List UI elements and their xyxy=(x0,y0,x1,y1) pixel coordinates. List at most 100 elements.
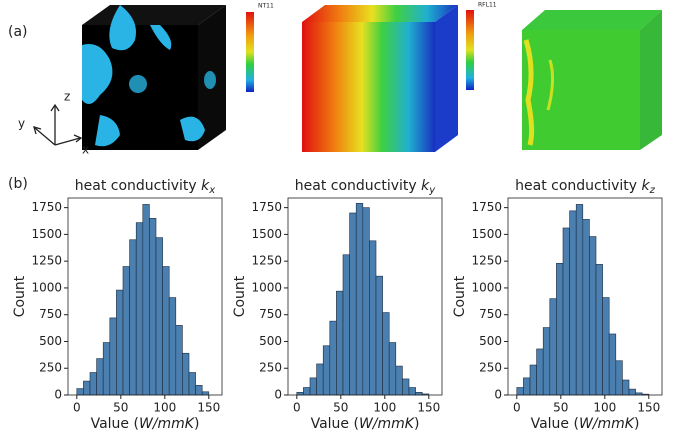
bar xyxy=(523,378,530,395)
bar xyxy=(363,208,370,395)
y-tick-label: 1000 xyxy=(251,280,282,294)
chart-title: heat conductivity kx xyxy=(75,178,216,196)
bar xyxy=(416,392,423,395)
x-tick-label: 150 xyxy=(197,401,220,415)
bar xyxy=(543,328,550,395)
bar xyxy=(570,211,577,395)
bar xyxy=(629,389,636,395)
bar xyxy=(556,263,563,395)
y-tick-label: 1250 xyxy=(251,254,282,268)
title-subscript: x xyxy=(208,185,215,196)
y-tick-label: 500 xyxy=(259,334,282,348)
x-tick-label: 50 xyxy=(113,401,128,415)
x-tick-label: 150 xyxy=(637,401,660,415)
bar xyxy=(130,240,137,395)
y-tick-label: 250 xyxy=(39,361,62,375)
axis-triad xyxy=(34,105,81,145)
y-tick-label: 0 xyxy=(54,388,62,402)
y-tick-label: 0 xyxy=(494,388,502,402)
y-axis-label: Count xyxy=(232,275,248,317)
y-axis-label: Count xyxy=(452,275,468,317)
bar xyxy=(163,267,170,395)
bar xyxy=(550,299,557,395)
x-axis-label: Value (W/mmK) xyxy=(91,416,200,432)
panel-label: (b) xyxy=(8,176,28,192)
bar xyxy=(169,298,176,395)
bar xyxy=(196,385,203,395)
y-tick-label: 250 xyxy=(479,361,502,375)
legend-title: RFL11 xyxy=(478,2,497,9)
bar xyxy=(103,343,110,395)
bar xyxy=(576,204,583,395)
bar xyxy=(596,264,603,395)
y-tick-label: 1750 xyxy=(471,200,502,214)
bar xyxy=(409,388,416,395)
x-axis-label-part: Value ( xyxy=(311,416,359,432)
y-tick-label: 1750 xyxy=(251,200,282,214)
x-axis-label-part: W/mmK xyxy=(579,416,636,432)
bar xyxy=(176,325,183,395)
x-axis-label-part: W/mmK xyxy=(139,416,196,432)
bar xyxy=(616,361,623,395)
x-tick-label: 0 xyxy=(513,401,521,415)
bar xyxy=(136,223,143,395)
bar xyxy=(356,203,363,395)
temperature-legend xyxy=(246,12,254,92)
bar xyxy=(156,238,163,395)
x-axis-label-part: ) xyxy=(634,416,639,432)
x-tick-label: 100 xyxy=(593,401,616,415)
x-tick-label: 100 xyxy=(373,401,396,415)
temperature-cube xyxy=(302,5,458,152)
y-axis-label: Count xyxy=(12,275,28,317)
y-tick-label: 750 xyxy=(39,307,62,321)
bar xyxy=(530,365,537,395)
bar xyxy=(97,359,104,395)
bar xyxy=(389,343,396,395)
legend-title: NT11 xyxy=(258,3,274,10)
bar xyxy=(83,381,90,395)
y-tick-label: 1250 xyxy=(471,254,502,268)
y-tick-label: 1750 xyxy=(31,200,62,214)
x-axis-label-part: W/mmK xyxy=(359,416,416,432)
bar xyxy=(317,364,324,395)
bar xyxy=(77,389,84,395)
bar xyxy=(202,392,209,395)
panel-label: (a) xyxy=(8,24,28,40)
bar xyxy=(603,298,610,395)
bar xyxy=(336,291,343,395)
y-tick-label: 1250 xyxy=(31,254,62,268)
bar xyxy=(609,334,616,395)
bar xyxy=(123,267,130,395)
title-text: heat conductivity xyxy=(515,178,637,194)
x-tick-label: 50 xyxy=(333,401,348,415)
bar xyxy=(563,228,570,395)
bar xyxy=(310,378,317,395)
bar xyxy=(343,255,350,395)
axis-label: x xyxy=(82,143,89,157)
bar xyxy=(583,219,590,395)
y-tick-label: 250 xyxy=(259,361,282,375)
bar xyxy=(330,321,337,395)
bar xyxy=(90,373,97,395)
y-tick-label: 1000 xyxy=(31,280,62,294)
y-tick-label: 1500 xyxy=(471,227,502,241)
title-subscript: z xyxy=(649,185,656,196)
microstructure-cube xyxy=(82,5,226,150)
x-tick-label: 150 xyxy=(417,401,440,415)
bar xyxy=(297,392,304,395)
bar xyxy=(189,373,196,395)
y-tick-label: 1500 xyxy=(31,227,62,241)
bar xyxy=(323,346,330,395)
x-tick-label: 0 xyxy=(293,401,301,415)
bar xyxy=(537,349,544,395)
bar xyxy=(622,380,629,395)
x-axis-label: Value (W/mmK) xyxy=(311,416,420,432)
figure: (a) (b) z y x NT11 RFL11 xyxy=(0,0,687,442)
y-tick-label: 500 xyxy=(39,334,62,348)
bar xyxy=(517,388,524,395)
y-tick-label: 750 xyxy=(479,307,502,321)
x-axis-label-part: Value ( xyxy=(531,416,579,432)
y-tick-label: 500 xyxy=(479,334,502,348)
x-axis-label-part: Value ( xyxy=(91,416,139,432)
x-tick-label: 0 xyxy=(73,401,81,415)
